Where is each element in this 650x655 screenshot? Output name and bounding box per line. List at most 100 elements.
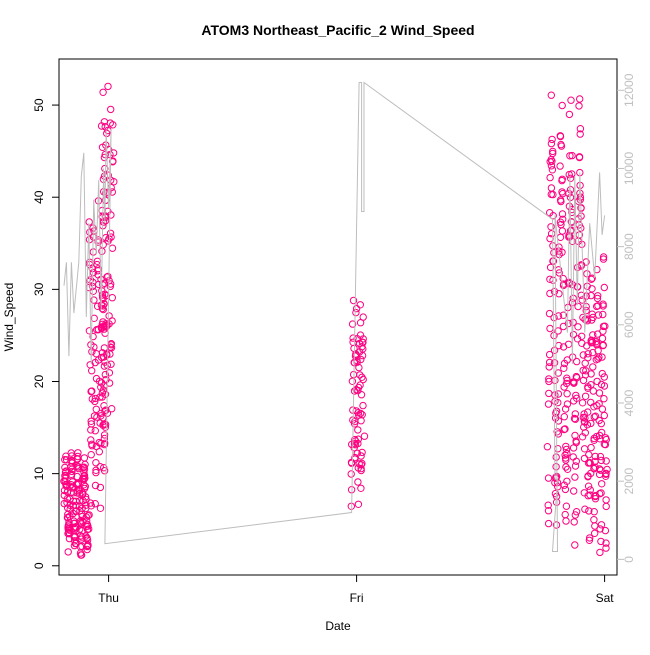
data-point	[100, 440, 109, 449]
data-point	[590, 516, 598, 524]
data-point	[107, 233, 115, 241]
data-point	[599, 341, 607, 349]
data-point	[547, 162, 556, 170]
data-point	[348, 320, 357, 328]
data-point	[585, 451, 593, 459]
y-axis-right: 0 2000 4000 6000 8000 10000 12000	[617, 73, 636, 563]
data-point	[357, 391, 366, 399]
data-point	[563, 449, 571, 458]
data-point	[599, 302, 607, 310]
data-point	[349, 338, 357, 346]
data-point	[570, 414, 579, 423]
data-point	[581, 414, 589, 422]
data-point	[554, 417, 563, 425]
data-point	[83, 545, 91, 554]
data-point	[101, 164, 109, 173]
data-point	[594, 292, 602, 300]
data-point	[545, 389, 553, 398]
data-point	[570, 518, 578, 526]
data-point	[543, 443, 552, 451]
data-point	[81, 474, 89, 482]
data-point	[576, 125, 585, 133]
data-point	[602, 496, 610, 504]
data-point	[597, 521, 606, 529]
data-point	[588, 338, 596, 346]
data-point	[546, 173, 554, 182]
data-point	[572, 391, 580, 400]
data-point	[80, 476, 88, 484]
data-point	[548, 135, 556, 144]
data-point	[568, 170, 576, 178]
data-point	[545, 363, 553, 371]
data-point	[80, 454, 89, 462]
data-point	[92, 405, 101, 413]
data-point	[602, 457, 610, 465]
data-point	[597, 456, 605, 465]
data-point	[547, 139, 556, 148]
data-point	[356, 381, 364, 389]
data-point	[560, 364, 568, 372]
data-point	[558, 101, 566, 110]
data-point	[563, 400, 572, 408]
data-point	[68, 467, 76, 476]
data-point	[587, 370, 595, 378]
data-point	[583, 421, 592, 429]
data-point	[85, 511, 93, 519]
data-point	[590, 413, 598, 421]
data-point	[554, 445, 562, 453]
data-point	[594, 302, 602, 310]
data-point	[108, 294, 117, 302]
data-point	[91, 481, 100, 490]
data-point	[101, 407, 109, 415]
data-point	[62, 471, 70, 479]
data-point	[103, 321, 111, 330]
data-point	[552, 521, 561, 529]
data-point	[91, 397, 99, 406]
data-point	[571, 410, 579, 418]
data-point	[590, 464, 598, 473]
data-point	[544, 501, 552, 509]
data-point	[100, 153, 109, 162]
data-point	[580, 445, 589, 453]
data-point	[574, 302, 582, 311]
data-point	[600, 373, 608, 381]
data-point	[560, 425, 568, 434]
data-point	[107, 211, 115, 219]
data-point	[91, 500, 99, 508]
secondary-line-layer	[63, 81, 606, 552]
data-point	[100, 464, 108, 472]
data-point	[587, 398, 595, 407]
data-point	[358, 448, 366, 457]
data-point	[582, 367, 590, 375]
data-point	[357, 466, 365, 475]
data-point	[600, 411, 608, 420]
data-point	[586, 486, 594, 494]
data-point	[598, 405, 607, 413]
data-point	[109, 121, 117, 129]
data-point	[354, 500, 363, 508]
data-point	[81, 482, 90, 491]
data-point	[349, 296, 358, 305]
data-point	[559, 311, 568, 319]
y2-tick-label-12000: 12000	[622, 73, 636, 107]
data-point	[357, 355, 365, 364]
data-point	[552, 474, 560, 482]
data-point	[64, 548, 72, 556]
data-point	[601, 322, 609, 330]
data-point	[557, 142, 566, 150]
data-point	[586, 534, 594, 542]
data-point	[590, 508, 598, 516]
data-point	[589, 387, 597, 395]
data-point	[547, 184, 556, 192]
y2-tick-label-4000: 4000	[622, 389, 636, 416]
data-point	[586, 459, 594, 467]
data-point	[575, 153, 584, 162]
data-point	[356, 301, 364, 309]
data-point	[552, 453, 560, 461]
data-point	[62, 456, 71, 464]
data-point	[568, 151, 576, 160]
data-point	[552, 463, 560, 471]
data-point	[571, 541, 579, 549]
x-tick-label-fri: Fri	[350, 591, 364, 605]
